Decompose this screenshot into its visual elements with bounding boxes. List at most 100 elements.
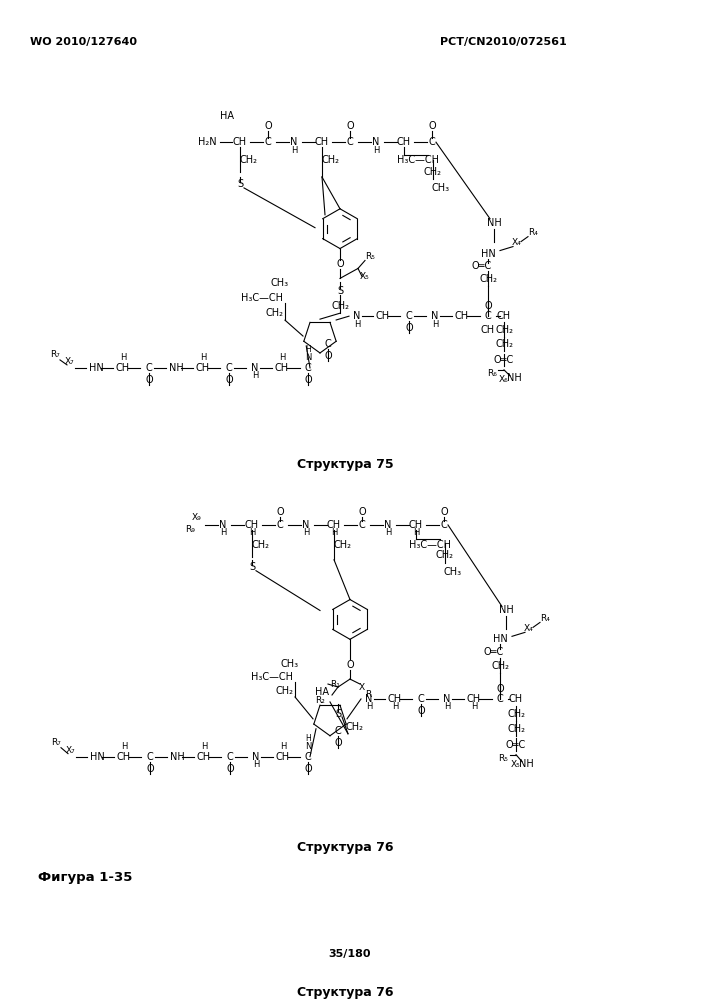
- Text: C: C: [346, 137, 353, 147]
- Text: O: O: [417, 706, 425, 716]
- Text: S: S: [335, 709, 341, 719]
- Text: N: N: [219, 519, 226, 530]
- Text: CH₂: CH₂: [424, 167, 442, 177]
- Text: H: H: [253, 760, 259, 769]
- Text: R₇: R₇: [51, 738, 61, 747]
- Text: 35/180: 35/180: [329, 949, 372, 959]
- Text: CH: CH: [397, 137, 411, 147]
- Text: NH: NH: [486, 218, 501, 228]
- Text: HN: HN: [88, 363, 103, 373]
- Text: H: H: [305, 346, 311, 355]
- Text: C: C: [496, 694, 503, 704]
- Text: N: N: [384, 519, 392, 530]
- Text: H: H: [120, 354, 126, 363]
- Text: R: R: [365, 690, 371, 699]
- Text: O: O: [428, 121, 436, 131]
- Text: CH: CH: [388, 694, 402, 704]
- Text: O: O: [304, 763, 312, 773]
- Text: CH₂: CH₂: [331, 302, 349, 312]
- Text: C: C: [406, 311, 412, 321]
- Text: CH: CH: [409, 519, 423, 530]
- Text: H: H: [385, 528, 391, 537]
- Text: X₆: X₆: [499, 376, 509, 385]
- Text: H: H: [200, 742, 207, 751]
- Text: CH₂: CH₂: [479, 275, 497, 285]
- Text: C: C: [147, 751, 154, 761]
- Text: HA: HA: [315, 687, 329, 697]
- Text: O: O: [405, 323, 413, 333]
- Text: C: C: [418, 694, 424, 704]
- Text: N: N: [252, 751, 259, 761]
- Text: H: H: [354, 320, 360, 329]
- Text: CH: CH: [196, 363, 210, 373]
- Text: HA: HA: [220, 111, 234, 121]
- Text: R₇: R₇: [50, 351, 60, 360]
- Text: O: O: [336, 260, 343, 270]
- Text: S: S: [237, 179, 243, 189]
- Text: CH: CH: [497, 311, 511, 321]
- Text: CH₂: CH₂: [495, 325, 513, 335]
- Text: CH: CH: [376, 311, 390, 321]
- Text: CH: CH: [455, 311, 469, 321]
- Text: X₄: X₄: [524, 623, 534, 633]
- Text: N: N: [302, 519, 310, 530]
- Text: S: S: [249, 561, 255, 571]
- Text: H: H: [200, 354, 206, 363]
- Text: HN: HN: [481, 249, 496, 259]
- Text: PCT/CN2010/072561: PCT/CN2010/072561: [440, 37, 566, 47]
- Text: C: C: [305, 363, 311, 373]
- Text: C: C: [146, 363, 152, 373]
- Text: C: C: [305, 751, 311, 761]
- Text: NH: NH: [498, 605, 513, 615]
- Text: CH₂: CH₂: [507, 709, 525, 719]
- Text: CH: CH: [275, 363, 289, 373]
- Text: X₇: X₇: [66, 746, 76, 755]
- Text: O═C: O═C: [494, 355, 514, 365]
- Text: H: H: [121, 742, 127, 751]
- Text: X₇: X₇: [65, 358, 75, 367]
- Text: CH: CH: [197, 751, 211, 761]
- Text: H: H: [303, 528, 309, 537]
- Text: O: O: [304, 375, 312, 385]
- Text: CH: CH: [116, 363, 130, 373]
- Text: H: H: [291, 146, 297, 155]
- Text: O: O: [324, 351, 332, 361]
- Text: O═C: O═C: [472, 262, 492, 272]
- Text: CH₂: CH₂: [436, 549, 454, 559]
- Text: CH₃: CH₃: [281, 659, 299, 669]
- Text: O: O: [484, 302, 492, 312]
- Text: H: H: [249, 528, 255, 537]
- Text: CH₂: CH₂: [333, 539, 351, 549]
- Text: WO 2010/127640: WO 2010/127640: [30, 37, 137, 47]
- Text: H: H: [373, 146, 379, 155]
- Text: H: H: [432, 320, 438, 329]
- Text: H: H: [279, 354, 285, 363]
- Text: H: H: [392, 702, 398, 711]
- Text: N: N: [372, 137, 380, 147]
- Text: Структура 75: Структура 75: [297, 458, 393, 471]
- Text: O: O: [496, 684, 504, 694]
- Text: CH₂: CH₂: [491, 661, 509, 671]
- Text: C: C: [226, 363, 232, 373]
- Text: C: C: [264, 137, 271, 147]
- Text: C: C: [441, 519, 447, 530]
- Text: C: C: [484, 311, 491, 321]
- Text: CH: CH: [315, 137, 329, 147]
- Text: O═C: O═C: [484, 647, 504, 657]
- Text: NH: NH: [169, 363, 184, 373]
- Text: CH₃: CH₃: [432, 183, 450, 193]
- Text: CH: CH: [327, 519, 341, 530]
- Text: O: O: [264, 121, 272, 131]
- Text: C: C: [359, 519, 365, 530]
- Text: CH₂: CH₂: [251, 539, 269, 549]
- Text: N: N: [305, 742, 311, 751]
- Text: CH₂: CH₂: [507, 724, 525, 734]
- Text: CH₂: CH₂: [266, 309, 284, 319]
- Text: R₅: R₅: [365, 252, 375, 261]
- Text: Структура 76: Структура 76: [297, 986, 393, 999]
- Text: NH: NH: [519, 758, 533, 768]
- Text: H: H: [331, 528, 337, 537]
- Text: CH₂: CH₂: [276, 686, 294, 696]
- Text: O: O: [147, 763, 154, 773]
- Text: O: O: [346, 660, 354, 670]
